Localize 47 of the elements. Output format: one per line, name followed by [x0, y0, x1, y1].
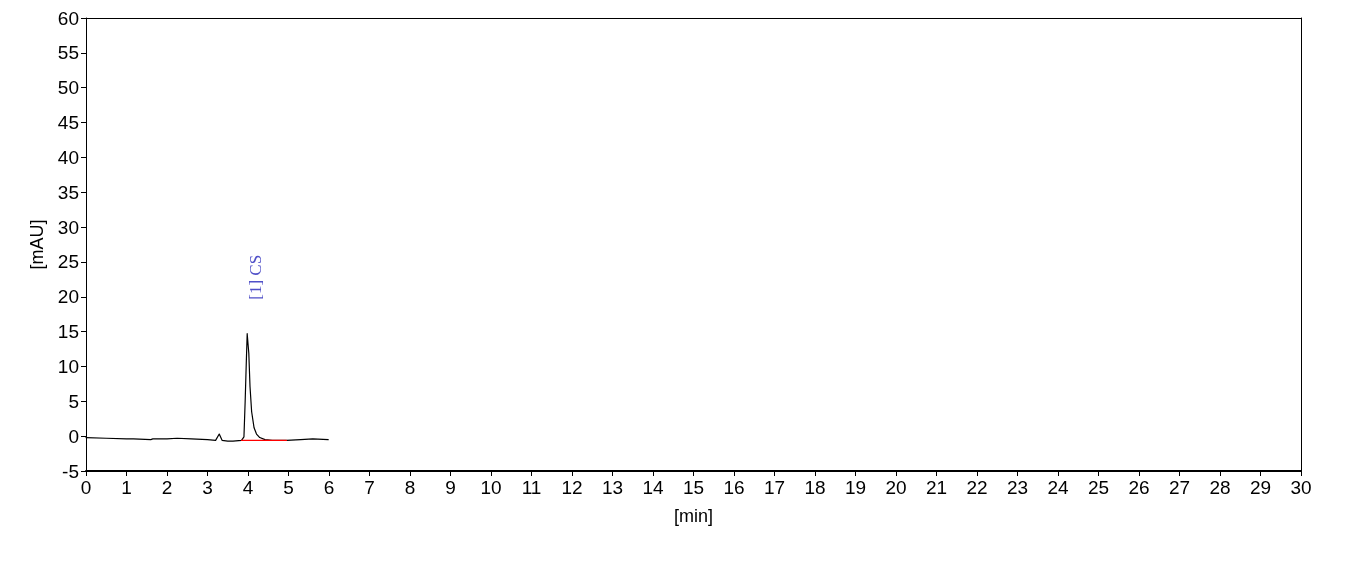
- x-tick-label: 1: [121, 477, 132, 498]
- x-tick-label: 28: [1209, 477, 1231, 498]
- x-tick-label: 14: [642, 477, 664, 498]
- x-tick-label: 3: [202, 477, 213, 498]
- x-tick-label: 17: [763, 477, 786, 498]
- x-tick-label: 15: [682, 477, 705, 498]
- y-tick-label: 5: [68, 390, 79, 412]
- x-tick-label: 9: [445, 477, 456, 498]
- x-tick-label: 21: [925, 477, 948, 498]
- y-axis-title: [mAU]: [27, 219, 47, 270]
- x-tick-label: 11: [521, 477, 542, 498]
- x-tick-label: 4: [242, 477, 254, 498]
- y-tick-label: 20: [57, 286, 79, 308]
- annotation: [1] CS: [245, 254, 265, 300]
- x-tick-label: 29: [1249, 477, 1272, 498]
- x-tick-label: 16: [723, 477, 745, 498]
- x-tick-label: 25: [1087, 477, 1110, 498]
- x-tick-label: 2: [161, 477, 173, 498]
- x-tick-label: 18: [804, 477, 826, 498]
- x-axis-title: [min]: [673, 506, 714, 526]
- x-tick-label: 26: [1128, 477, 1150, 498]
- x-tick-label: 8: [404, 477, 416, 498]
- y-tick-label: 0: [68, 425, 79, 447]
- x-tick-label: 24: [1047, 477, 1069, 498]
- y-tick-label: 25: [57, 251, 79, 273]
- x-tick-label: 27: [1168, 477, 1191, 498]
- x-tick-label: 20: [885, 477, 907, 498]
- y-tick-label: 60: [57, 7, 79, 29]
- y-tick-label: 35: [57, 181, 79, 203]
- y-tick-label: 40: [57, 146, 79, 168]
- x-tick-label: 6: [323, 477, 335, 498]
- x-tick-label: 7: [364, 477, 375, 498]
- y-tick-label: 45: [57, 112, 79, 134]
- x-tick-label: 23: [1006, 477, 1029, 498]
- x-tick-label: 13: [601, 477, 624, 498]
- x-tick-label: 19: [844, 477, 867, 498]
- y-tick-label: -5: [62, 460, 79, 482]
- x-tick-label: 10: [480, 477, 502, 498]
- y-tick-label: 55: [57, 42, 79, 64]
- y-tick-label: 10: [57, 355, 79, 377]
- y-tick-label: 50: [57, 77, 79, 99]
- x-tick-label: 12: [561, 477, 583, 498]
- x-tick-label: 22: [966, 477, 988, 498]
- y-tick-label: 30: [57, 216, 79, 238]
- x-tick-label: 5: [283, 477, 294, 498]
- x-tick-label: 30: [1290, 477, 1312, 498]
- y-tick-label: 15: [57, 321, 79, 343]
